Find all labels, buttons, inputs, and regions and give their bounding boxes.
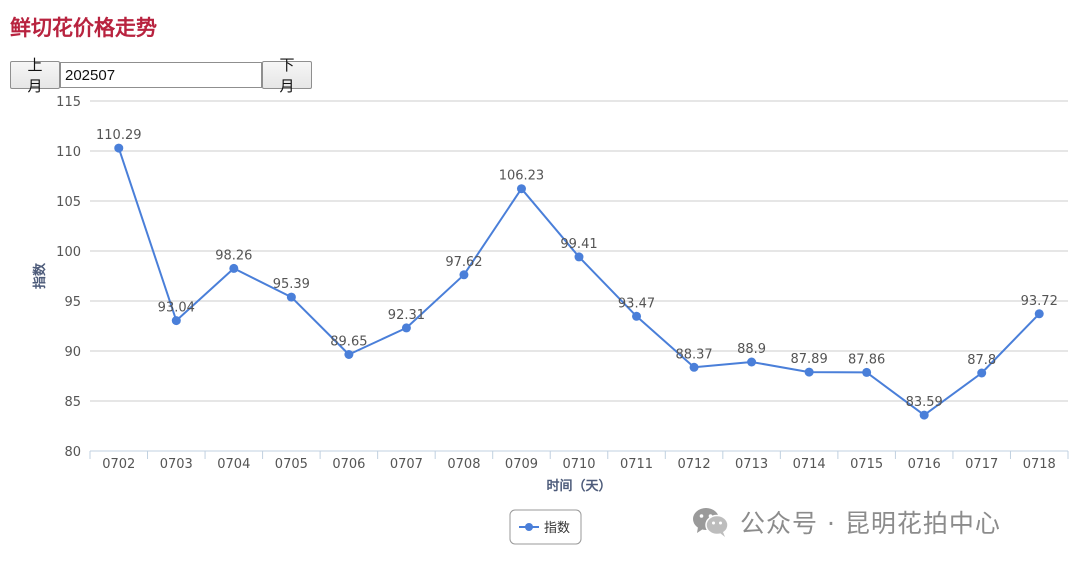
- data-label: 98.26: [215, 248, 252, 263]
- x-tick-label: 0705: [275, 457, 308, 472]
- data-label: 89.65: [330, 335, 367, 350]
- data-label: 110.29: [96, 128, 142, 143]
- x-axis-title: 时间（天）: [546, 478, 611, 494]
- series-index: [114, 143, 1044, 420]
- data-label: 95.39: [273, 277, 310, 292]
- data-label: 93.72: [1021, 294, 1058, 309]
- data-label: 97.62: [445, 255, 482, 270]
- x-tick-label: 0714: [793, 457, 826, 472]
- data-point[interactable]: [977, 368, 987, 378]
- legend[interactable]: 指数: [509, 509, 582, 545]
- series-line: [117, 147, 1040, 417]
- data-point[interactable]: [919, 410, 929, 420]
- y-tick-label: 100: [56, 245, 81, 260]
- x-tick-label: 0703: [160, 457, 193, 472]
- data-label: 93.04: [158, 301, 195, 316]
- y-tick-label: 95: [64, 295, 81, 310]
- data-point[interactable]: [1034, 309, 1044, 319]
- data-label: 83.59: [906, 395, 943, 410]
- x-tick-label: 0715: [850, 457, 883, 472]
- x-tick-label: 0711: [620, 457, 653, 472]
- watermark-text: 公众号 · 昆明花拍中心: [740, 509, 1001, 538]
- month-input[interactable]: [60, 62, 262, 88]
- data-point[interactable]: [171, 316, 181, 326]
- y-tick-label: 80: [64, 445, 81, 460]
- data-point[interactable]: [286, 292, 296, 302]
- data-label: 93.47: [618, 296, 655, 311]
- x-tick-label: 0710: [562, 457, 595, 472]
- y-tick-label: 85: [64, 395, 81, 410]
- x-tick-label: 0704: [217, 457, 250, 472]
- legend-marker-symbol: [525, 523, 533, 531]
- watermark: 公众号 · 昆明花拍中心: [692, 504, 1001, 540]
- x-tick-label: 0718: [1023, 457, 1056, 472]
- legend-box[interactable]: [509, 509, 582, 545]
- data-point[interactable]: [229, 263, 239, 273]
- data-label: 106.23: [499, 169, 545, 184]
- data-point[interactable]: [804, 367, 814, 377]
- data-point[interactable]: [344, 350, 354, 359]
- data-point[interactable]: [632, 311, 642, 321]
- data-point[interactable]: [401, 323, 411, 333]
- page-title: 鲜切花价格走势: [10, 16, 157, 40]
- y-tick-label: 110: [56, 145, 81, 160]
- data-point[interactable]: [114, 143, 124, 153]
- data-point[interactable]: [516, 184, 526, 194]
- x-tick-label: 0713: [735, 457, 768, 472]
- y-axis-title: 指数: [32, 262, 48, 289]
- month-controls: 上月 下月: [10, 56, 312, 95]
- data-labels: 110.29 93.04 98.26 95.39 89.65 92.31 97.62 106.…: [96, 128, 1058, 410]
- y-tick-label: 90: [64, 345, 81, 360]
- data-point[interactable]: [689, 362, 699, 372]
- x-tick-label: 0708: [447, 457, 480, 472]
- data-label: 87.89: [791, 352, 828, 367]
- x-tick-label: 0716: [908, 457, 941, 472]
- data-label: 92.31: [388, 308, 425, 323]
- data-label: 87.8: [967, 353, 996, 368]
- x-tick-label: 0709: [505, 457, 538, 472]
- data-point[interactable]: [459, 270, 469, 280]
- x-axis: 0702 0703 0704 0705 0706 0707 0708 0709 0710 0711…: [89, 450, 1069, 472]
- y-axis-ticks: 80 85 90 95 100 105 110 115: [56, 95, 81, 460]
- x-tick-label: 0712: [678, 457, 711, 472]
- wechat-icon: [693, 508, 729, 537]
- data-label: 99.41: [560, 237, 597, 252]
- x-tick-label: 0702: [102, 457, 135, 472]
- data-point[interactable]: [574, 252, 584, 262]
- data-point[interactable]: [862, 367, 872, 377]
- x-tick-label: 0717: [965, 457, 998, 472]
- data-label: 88.9: [737, 342, 766, 357]
- data-label: 87.86: [848, 352, 885, 367]
- data-point[interactable]: [747, 357, 757, 367]
- x-tick-label: 0707: [390, 457, 423, 472]
- legend-item-label[interactable]: 指数: [544, 521, 570, 536]
- x-tick-label: 0706: [332, 457, 365, 472]
- data-label: 88.37: [675, 347, 712, 362]
- next-month-button[interactable]: 下月: [262, 56, 312, 95]
- y-tick-label: 105: [56, 195, 81, 210]
- y-tick-label: 115: [56, 95, 81, 110]
